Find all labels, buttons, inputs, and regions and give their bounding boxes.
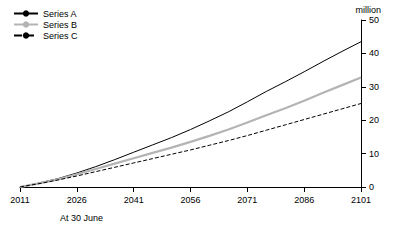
svg-text:50: 50: [369, 15, 379, 25]
svg-text:20: 20: [369, 115, 379, 125]
svg-text:million: million: [355, 5, 381, 15]
svg-text:Series C: Series C: [43, 31, 78, 41]
svg-text:2026: 2026: [67, 195, 87, 205]
svg-text:30: 30: [369, 82, 379, 92]
svg-text:0: 0: [369, 182, 374, 192]
svg-text:10: 10: [369, 149, 379, 159]
svg-text:2011: 2011: [10, 195, 29, 205]
svg-text:2056: 2056: [180, 195, 200, 205]
svg-text:Series A: Series A: [43, 9, 77, 19]
svg-text:2101: 2101: [351, 195, 371, 205]
svg-text:40: 40: [369, 48, 379, 58]
svg-text:At 30 June: At 30 June: [60, 213, 103, 223]
svg-text:2071: 2071: [237, 195, 257, 205]
svg-text:2041: 2041: [124, 195, 144, 205]
svg-text:Series B: Series B: [43, 20, 77, 30]
svg-text:2086: 2086: [294, 195, 314, 205]
